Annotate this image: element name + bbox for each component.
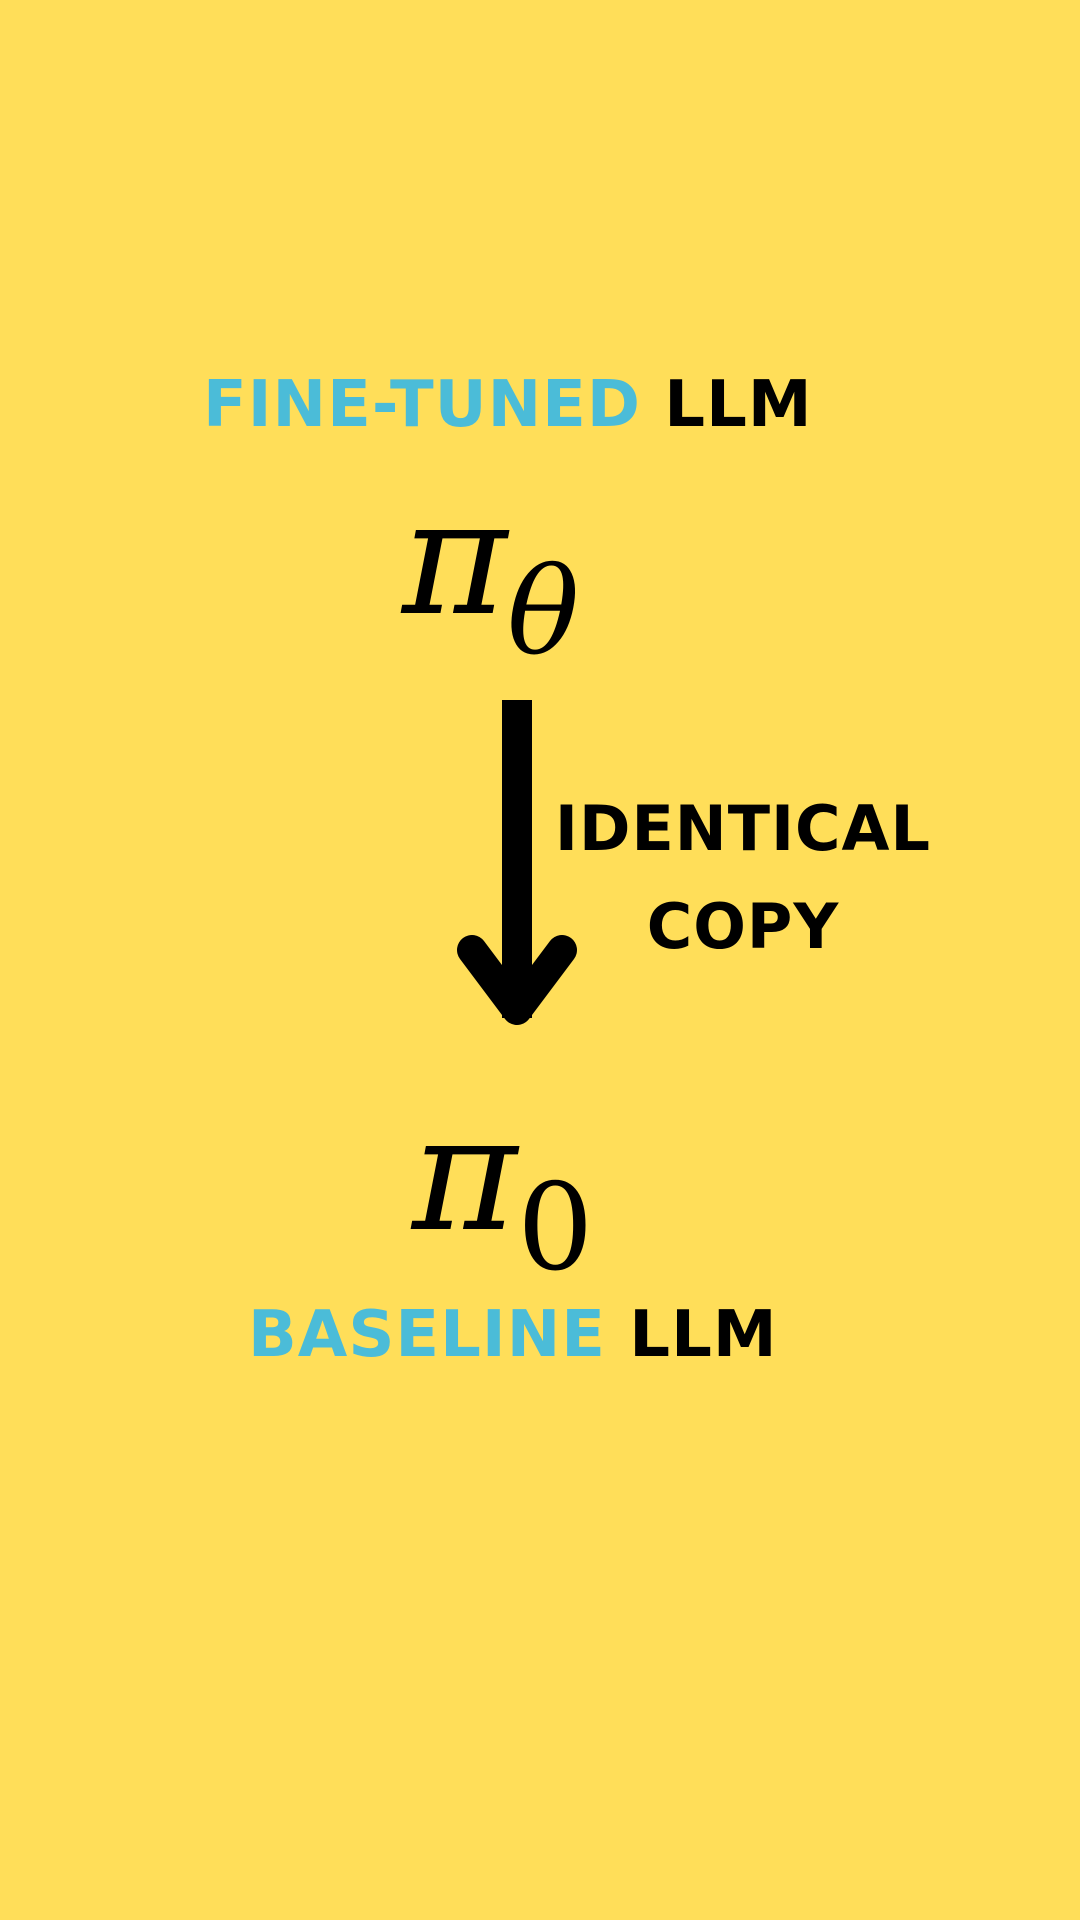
fine-tuned-word: FINE-TUNED: [203, 368, 641, 442]
baseline-llm-title: BASELINE LLM: [248, 1303, 778, 1367]
fine-tuned-llm-title: FINE-TUNED LLM: [203, 373, 813, 437]
policy-theta-symbol: πθ: [402, 478, 579, 673]
identical-copy-label: IDENTICAL COPY: [548, 780, 938, 976]
baseline-word: BASELINE: [248, 1298, 606, 1372]
theta-subscript: θ: [507, 543, 580, 682]
down-arrow-icon: [457, 700, 577, 1025]
identical-copy-line2: COPY: [646, 890, 840, 963]
pi-symbol-bottom: π: [412, 1080, 518, 1267]
top-llm-word: LLM: [664, 368, 813, 442]
policy-zero-symbol: π0: [412, 1094, 594, 1289]
bottom-llm-word: LLM: [629, 1298, 778, 1372]
zero-subscript: 0: [517, 1159, 594, 1298]
identical-copy-line1: IDENTICAL: [554, 792, 932, 865]
pi-symbol-top: π: [402, 464, 508, 651]
